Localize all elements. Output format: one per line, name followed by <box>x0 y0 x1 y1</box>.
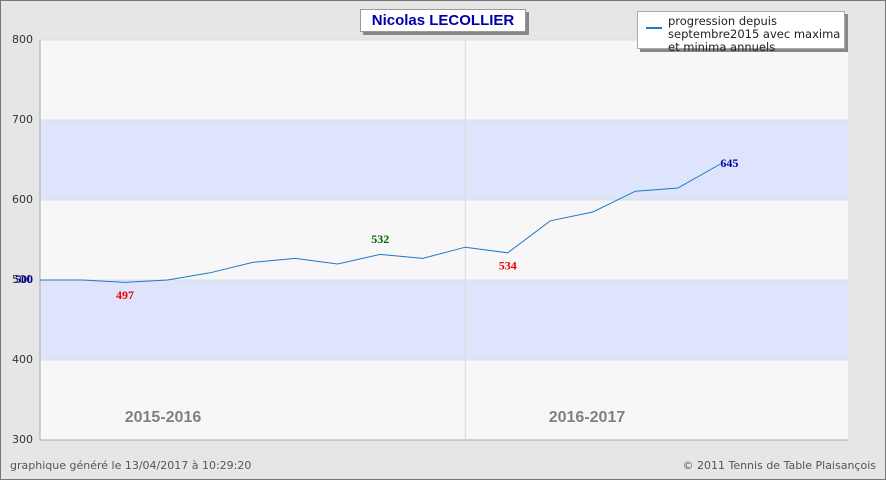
season-label: 2016-2017 <box>549 409 626 426</box>
y-tick-label: 600 <box>12 193 33 206</box>
band <box>40 120 848 200</box>
value-label: 532 <box>371 232 389 246</box>
footer-left: graphique généré le 13/04/2017 à 10:29:2… <box>10 459 251 472</box>
legend-swatch <box>646 27 662 29</box>
y-tick-label: 700 <box>12 113 33 126</box>
y-tick-label: 800 <box>12 33 33 46</box>
value-label: 500 <box>15 272 33 286</box>
plot-area <box>40 40 848 440</box>
value-label: 497 <box>116 288 134 302</box>
y-tick-label: 500 <box>12 273 33 286</box>
y-tick-label: 400 <box>12 353 33 366</box>
legend-label: progression depuis septembre2015 avec ma… <box>668 14 841 54</box>
footer-right: © 2011 Tennis de Table Plaisançois <box>682 459 876 472</box>
legend: progression depuis septembre2015 avec ma… <box>637 11 845 54</box>
chart-title: Nicolas LECOLLIER <box>360 9 526 32</box>
series-line <box>40 163 721 283</box>
value-label: 534 <box>499 259 517 273</box>
y-tick-label: 300 <box>12 433 33 446</box>
band <box>40 280 848 360</box>
season-label: 2015-2016 <box>125 409 202 426</box>
value-label: 645 <box>720 156 738 170</box>
